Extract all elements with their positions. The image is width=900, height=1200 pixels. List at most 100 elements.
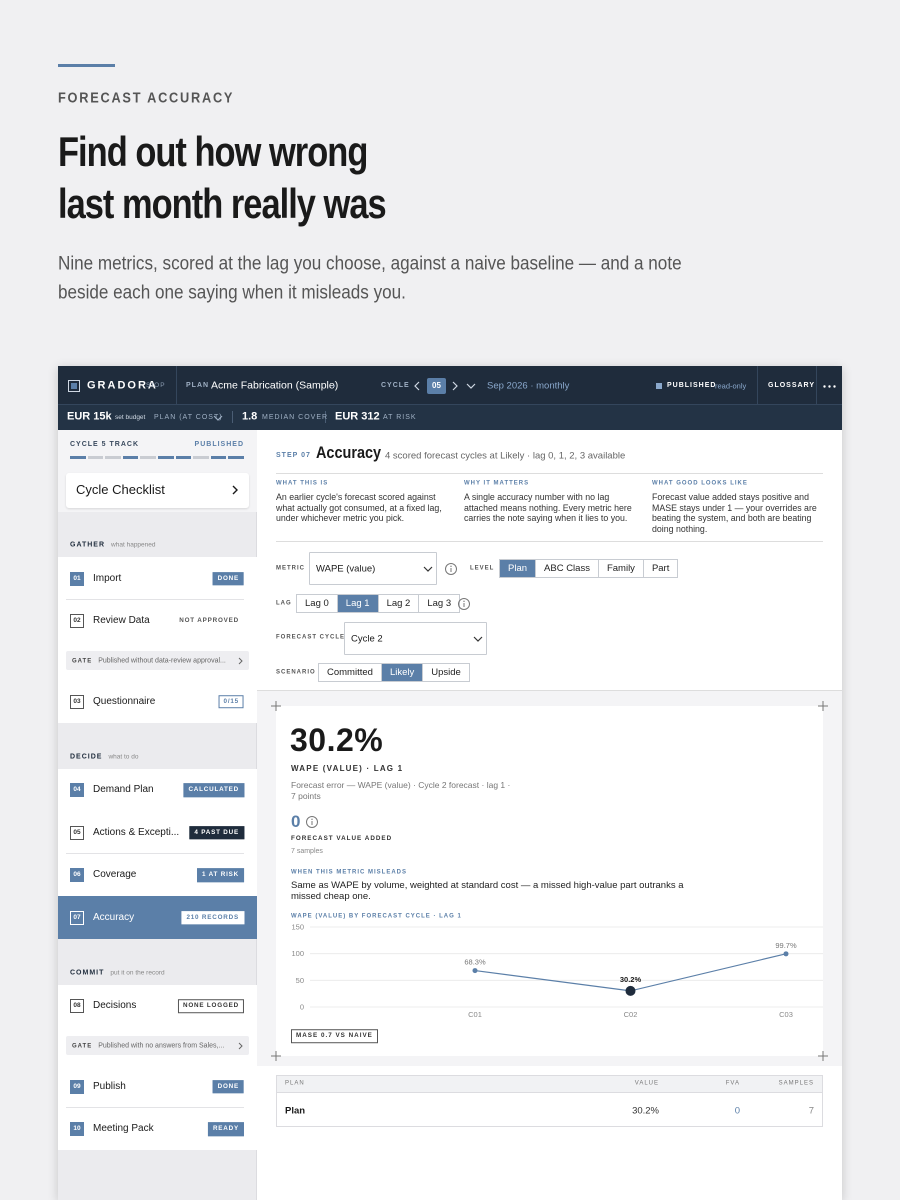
step-number-box <box>70 571 84 586</box>
fva-samples: 7 samples <box>291 847 323 855</box>
column-header: PLAN <box>285 1080 305 1087</box>
result-value: 30.2% <box>290 721 384 758</box>
track-segment <box>228 456 244 459</box>
divider <box>816 366 817 404</box>
segmented-control: Lag 0 Lag 1 Lag 2 Lag 3 <box>296 594 461 613</box>
cycle-box[interactable] <box>427 378 446 394</box>
step-number: 05 <box>73 828 81 836</box>
segment-option[interactable]: Lag 3 <box>418 595 460 612</box>
x-tick-label: C01 <box>468 1010 482 1019</box>
section-subtitle: what to do <box>108 753 139 760</box>
note-text: A single accuracy number with no lag att… <box>464 492 632 524</box>
rule <box>276 541 823 542</box>
result-card <box>276 706 823 1056</box>
track-segment <box>105 456 121 459</box>
step-label: Demand Plan <box>93 784 154 795</box>
gate-label: GATE <box>72 1043 93 1049</box>
column-header: FVA <box>725 1080 740 1087</box>
hero-title: last month really was <box>58 179 387 227</box>
chevron-right <box>232 485 238 495</box>
section-header: GATHER what happened <box>70 542 156 549</box>
chevron-right <box>238 1042 243 1049</box>
control-label: LEVEL <box>470 565 495 572</box>
control-label: METRIC <box>276 565 305 572</box>
step-badge: READY <box>207 1122 244 1136</box>
step-badge: 1 AT RISK <box>197 868 244 882</box>
gate-pill[interactable] <box>66 1036 249 1055</box>
track-segment <box>175 456 192 459</box>
cover-label: MEDIAN COVER <box>262 413 329 421</box>
select[interactable] <box>309 552 437 585</box>
divider <box>325 411 326 423</box>
segment-option[interactable]: ABC Class <box>535 560 598 577</box>
step-badge: DONE <box>212 571 244 586</box>
risk: EUR 312 <box>335 410 380 423</box>
segment-option[interactable]: Upside <box>422 664 469 681</box>
plan-name[interactable]: Acme Fabrication (Sample) <box>211 379 339 392</box>
step-row[interactable] <box>58 599 257 642</box>
select[interactable] <box>344 622 487 655</box>
budget-note: set budget <box>115 414 146 422</box>
y-tick-label: 150 <box>291 923 304 932</box>
segment-option[interactable]: Committed <box>319 664 381 681</box>
step-number-box <box>70 614 84 628</box>
step-badge: 0/15 <box>218 694 244 709</box>
step-number-box <box>70 1122 84 1136</box>
track-segment <box>210 456 227 459</box>
fva-label: FORECAST VALUE ADDED <box>291 835 393 843</box>
section-subtitle: what happened <box>111 541 156 549</box>
column-header: SAMPLES <box>778 1080 814 1087</box>
budget-basis[interactable]: PLAN (AT COST) <box>154 413 223 421</box>
table-header <box>277 1076 822 1093</box>
mase-badge: MASE 0.7 VS NAIVE <box>291 1029 378 1043</box>
gate-pill[interactable] <box>66 651 249 670</box>
segment-option[interactable]: Lag 2 <box>377 595 419 612</box>
segmented-control: Plan ABC Class Family Part <box>499 559 679 578</box>
page-title: Accuracy <box>316 442 382 462</box>
status-note: read-only <box>715 381 747 391</box>
track-segment <box>193 456 209 459</box>
select-value: WAPE (value) <box>316 562 376 574</box>
status-square <box>656 383 662 389</box>
checklist-card[interactable] <box>66 473 249 508</box>
checklist-title: Cycle Checklist <box>76 482 165 498</box>
chevron-down <box>466 383 476 389</box>
segment-option[interactable]: Part <box>642 560 678 577</box>
section-subtitle: put it on the record <box>110 969 165 976</box>
step-number-box <box>70 999 84 1013</box>
section-header: DECIDE what to do <box>70 753 138 760</box>
step-tag: STEP 07 <box>276 451 311 459</box>
step-number: 04 <box>73 786 81 794</box>
table-cell: 30.2% <box>632 1105 659 1117</box>
result-label: WAPE (VALUE) · LAG 1 <box>291 764 404 774</box>
result-description: Forecast error — WAPE (value) · Cycle 2 … <box>291 779 511 790</box>
corner-mark <box>818 1051 828 1061</box>
page-subtitle: 4 scored forecast cycles at Likely · lag… <box>385 450 626 462</box>
divider <box>757 366 758 404</box>
hero-title: Find out how wrong <box>58 127 368 175</box>
column-header: VALUE <box>634 1080 659 1087</box>
segment-option[interactable]: Family <box>597 560 643 577</box>
note-heading: WHAT GOOD LOOKS LIKE <box>652 480 748 487</box>
rule <box>276 473 823 474</box>
step-number: 10 <box>73 1125 81 1133</box>
glossary[interactable]: GLOSSARY <box>768 381 816 389</box>
step-number: 02 <box>73 617 81 625</box>
step-badge: 210 RECORDS <box>181 910 244 925</box>
step-badge: 4 PAST DUE <box>189 825 244 840</box>
chevron-right <box>238 657 243 664</box>
segment-option[interactable]: Likely <box>380 664 423 681</box>
segment-option[interactable]: Lag 0 <box>297 595 337 612</box>
topbar <box>58 366 842 404</box>
info-icon <box>306 816 318 828</box>
step-label: Import <box>93 572 122 584</box>
data-point <box>783 951 789 957</box>
segment-option[interactable]: Lag 1 <box>336 595 378 612</box>
divider <box>232 411 233 423</box>
result-points: 7 points <box>291 790 321 801</box>
note-heading: WHAT THIS IS <box>276 480 329 487</box>
chart-title: WAPE (VALUE) BY FORECAST CYCLE · LAG 1 <box>291 913 462 920</box>
segment-option[interactable]: Plan <box>500 560 536 577</box>
step-number: 06 <box>73 871 81 879</box>
